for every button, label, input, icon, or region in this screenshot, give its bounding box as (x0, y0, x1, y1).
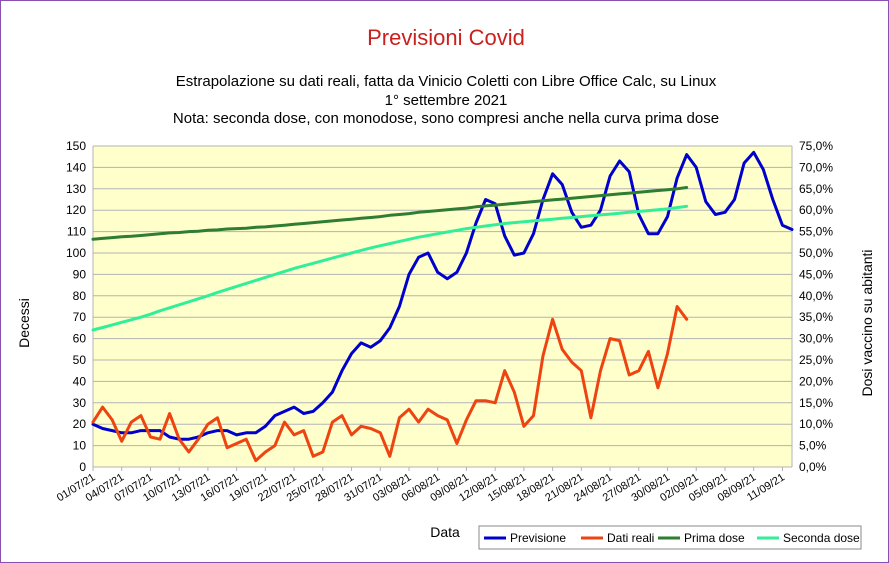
legend-label-seconda-dose: Seconda dose (783, 531, 860, 545)
y-tick-right: 25,0% (799, 353, 833, 367)
legend: Previsione Dati reali Prima dose Seconda do… (478, 525, 862, 550)
y-tick-right: 55,0% (799, 225, 833, 239)
y-tick-left: 150 (66, 139, 86, 153)
y-tick-right: 45,0% (799, 267, 833, 281)
y-tick-left: 100 (66, 246, 86, 260)
y-tick-right: 5,0% (799, 439, 827, 453)
y-tick-right: 10,0% (799, 417, 833, 431)
chart-subtitle-line-3: Nota: seconda dose, con monodose, sono c… (173, 110, 719, 127)
chart-subtitle-line-2: 1° settembre 2021 (385, 92, 508, 109)
y-tick-left: 0 (79, 460, 86, 474)
x-axis-label: Data (430, 524, 460, 540)
series-line-seconda-dose (91, 204, 689, 332)
y-tick-right: 30,0% (799, 332, 833, 346)
series-lines (91, 150, 794, 463)
y-tick-left: 60 (73, 332, 87, 346)
left-axis-ticks: 0 10 20 30 40 50 60 70 80 90 100 110 120 130 140 150 (66, 139, 86, 474)
y-tick-right: 20,0% (799, 374, 833, 388)
plot-area (93, 146, 792, 467)
y-tick-left: 30 (73, 396, 87, 410)
y-tick-right: 15,0% (799, 396, 833, 410)
y-tick-left: 70 (73, 310, 87, 324)
y-tick-right: 70,0% (799, 160, 833, 174)
series-line-previsione (91, 150, 794, 441)
y-tick-right: 40,0% (799, 289, 833, 303)
y-tick-right: 75,0% (799, 139, 833, 153)
y-tick-left: 140 (66, 160, 86, 174)
chart-title: Previsioni Covid (367, 25, 525, 50)
series-line-dati-reali (91, 305, 689, 463)
legend-label-prima-dose: Prima dose (684, 531, 745, 545)
y-tick-left: 90 (73, 267, 87, 281)
y-tick-left: 120 (66, 203, 86, 217)
y-tick-left: 10 (73, 439, 87, 453)
y-axis-left-label: Decessi (16, 298, 32, 348)
y-tick-right: 60,0% (799, 203, 833, 217)
y-tick-right: 0,0% (799, 460, 827, 474)
legend-label-previsione: Previsione (510, 531, 566, 545)
y-axis-right-label: Dosi vaccino su abitanti (859, 249, 875, 396)
y-tick-left: 50 (73, 353, 87, 367)
y-tick-right: 50,0% (799, 246, 833, 260)
x-axis-ticks: 01/07/2104/07/2107/07/2110/07/2113/07/21… (55, 467, 787, 504)
series-line-prima-dose (91, 186, 689, 241)
legend-label-dati-reali: Dati reali (607, 531, 654, 545)
y-tick-right: 35,0% (799, 310, 833, 324)
y-tick-left: 130 (66, 182, 86, 196)
chart-subtitle-line-1: Estrapolazione su dati reali, fatta da V… (176, 73, 717, 90)
y-tick-right: 65,0% (799, 182, 833, 196)
y-tick-left: 110 (67, 225, 86, 239)
y-tick-left: 80 (73, 289, 87, 303)
y-tick-left: 40 (73, 374, 87, 388)
y-tick-left: 20 (73, 417, 87, 431)
right-axis-ticks: 0,0% 5,0% 10,0% 15,0% 20,0% 25,0% 30,0% 35,0% 40… (799, 139, 833, 474)
